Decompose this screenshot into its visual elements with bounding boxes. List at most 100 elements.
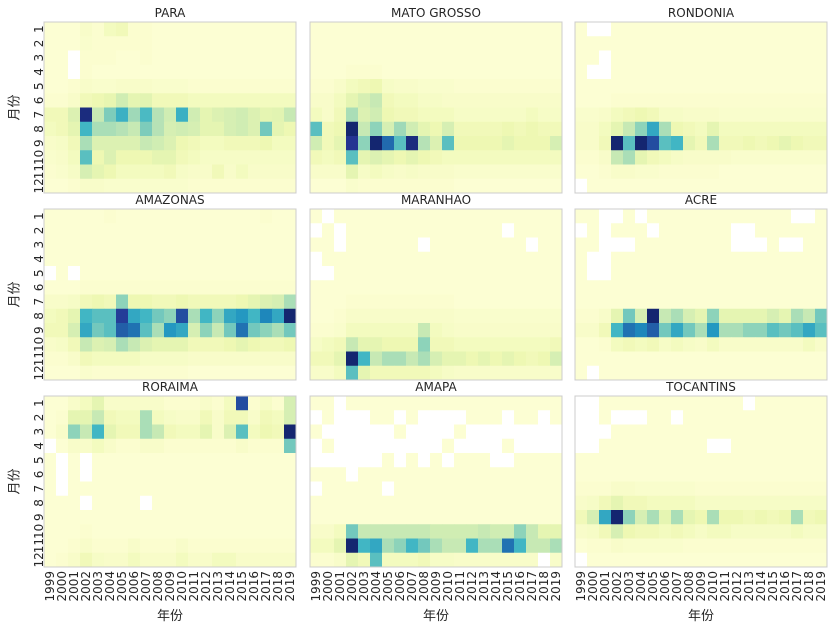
heatmap-cell (92, 150, 105, 165)
heatmap-cell (611, 294, 624, 310)
heatmap-cell (430, 121, 443, 137)
heatmap-cell (779, 410, 792, 425)
year-tick-label: 2015 (235, 571, 249, 602)
heatmap-cell (683, 237, 696, 253)
heatmap-cell (755, 495, 768, 511)
heatmap-cell (140, 467, 153, 482)
heatmap-cell (322, 396, 335, 411)
heatmap-cell (80, 323, 93, 338)
heatmap-cell (68, 280, 81, 295)
heatmap-cell (731, 178, 744, 194)
heatmap-cell (502, 538, 515, 554)
heatmap-cell (44, 453, 57, 468)
heatmap-cell (526, 50, 539, 66)
heatmap-cell (188, 251, 201, 267)
heatmap-cell (803, 223, 816, 238)
heatmap-cell (695, 107, 708, 123)
heatmap-cell (466, 136, 479, 151)
heatmap-cell (92, 280, 105, 295)
year-tick-label: 2013 (211, 571, 225, 602)
heatmap-cell (611, 223, 624, 238)
heatmap-cell (322, 251, 335, 267)
heatmap-cell (212, 223, 225, 238)
heatmap-cell (164, 136, 177, 151)
heatmap-cell (442, 510, 455, 525)
heatmap-cell (767, 510, 780, 525)
heatmap-cell (779, 337, 792, 352)
heatmap-cell (430, 481, 443, 497)
heatmap-cell (635, 396, 648, 411)
heatmap-cell (406, 251, 419, 267)
heatmap-cell (502, 22, 515, 37)
heatmap-cell (44, 552, 57, 568)
heatmap-cell (599, 36, 612, 51)
heatmap-cell (68, 178, 81, 194)
heatmap-cell (478, 280, 491, 295)
heatmap-cell (358, 237, 371, 253)
heatmap-cell (92, 136, 105, 151)
heatmap-cell (92, 495, 105, 511)
heatmap-cell (406, 396, 419, 411)
heatmap-cell (394, 107, 407, 123)
heatmap-cell (550, 337, 563, 352)
heatmap-cell (538, 93, 551, 108)
heatmap-cell (731, 50, 744, 66)
heatmap-cell (731, 351, 744, 367)
heatmap-cell (767, 107, 780, 123)
heatmap-cell (815, 308, 828, 324)
heatmap-cell (200, 351, 213, 367)
heatmap-panel: RORAIMA123456789101112月份1999200020012002… (8, 380, 298, 624)
heatmap-cell (635, 524, 648, 539)
heatmap-cell (550, 481, 563, 497)
heatmap-cell (116, 510, 129, 525)
heatmap-cell (346, 64, 359, 80)
heatmap-cell (248, 107, 261, 123)
heatmap-cell (164, 510, 177, 525)
heatmap-cell (176, 552, 189, 568)
heatmap-cell (68, 209, 81, 224)
heatmap-cell (803, 495, 816, 511)
heatmap-cell (659, 64, 672, 80)
heatmap-cell (370, 121, 383, 137)
heatmap-cell (272, 552, 285, 568)
heatmap-cell (394, 365, 407, 381)
heatmap-cell (683, 93, 696, 108)
heatmap-cell (526, 164, 539, 180)
heatmap-cell (176, 36, 189, 51)
heatmap-cell (454, 396, 467, 411)
heatmap-cell (358, 79, 371, 94)
heatmap-cell (406, 538, 419, 554)
x-axis-label: 年份 (688, 609, 714, 624)
heatmap-cell (236, 22, 249, 37)
heatmap-cell (406, 308, 419, 324)
heatmap-cell (284, 79, 297, 94)
heatmap-cell (502, 552, 515, 568)
heatmap-cell (68, 396, 81, 411)
heatmap-cell (502, 323, 515, 338)
heatmap-cell (358, 294, 371, 310)
heatmap-cell (466, 453, 479, 468)
heatmap-cell (334, 538, 347, 554)
heatmap-cell (779, 510, 792, 525)
heatmap-cell (418, 237, 431, 253)
heatmap-cell (224, 438, 237, 454)
heatmap-cell (635, 337, 648, 352)
heatmap-cell (683, 150, 696, 165)
heatmap-cell (659, 93, 672, 108)
heatmap-cell (260, 538, 273, 554)
heatmap-cell (514, 510, 527, 525)
heatmap-cell (382, 410, 395, 425)
heatmap-cell (695, 510, 708, 525)
panel-title: PARA (155, 6, 187, 20)
heatmap-cell (346, 308, 359, 324)
heatmap-cell (68, 223, 81, 238)
heatmap-cell (152, 351, 165, 367)
heatmap-cell (104, 93, 117, 108)
heatmap-cell (358, 453, 371, 468)
heatmap-cell (284, 524, 297, 539)
heatmap-cell (80, 266, 93, 281)
heatmap-cell (224, 453, 237, 468)
heatmap-cell (382, 136, 395, 151)
heatmap-cell (406, 453, 419, 468)
heatmap-cell (575, 308, 588, 324)
